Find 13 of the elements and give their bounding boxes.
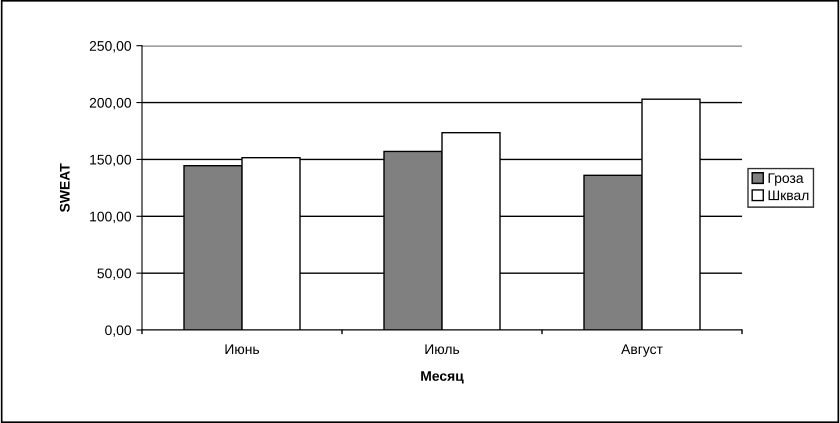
x-tick-label: Август <box>621 344 663 357</box>
y-tick-label: 250,00 <box>90 41 132 53</box>
x-tick-label: Июнь <box>225 344 260 354</box>
y-tick-label: 0,00 <box>105 325 132 337</box>
legend-label: Шквал <box>768 190 808 200</box>
y-axis-title: SWEAT <box>60 163 70 212</box>
y-tick-label: 150,00 <box>90 154 132 166</box>
legend-label: Гроза <box>768 173 804 186</box>
y-tick-label: 200,00 <box>90 98 132 110</box>
y-tick-label: 50,00 <box>97 268 132 280</box>
y-tick-label: 100,00 <box>90 212 132 224</box>
x-axis-title: Месяц <box>421 371 464 384</box>
x-tick-label: Июль <box>425 344 460 354</box>
